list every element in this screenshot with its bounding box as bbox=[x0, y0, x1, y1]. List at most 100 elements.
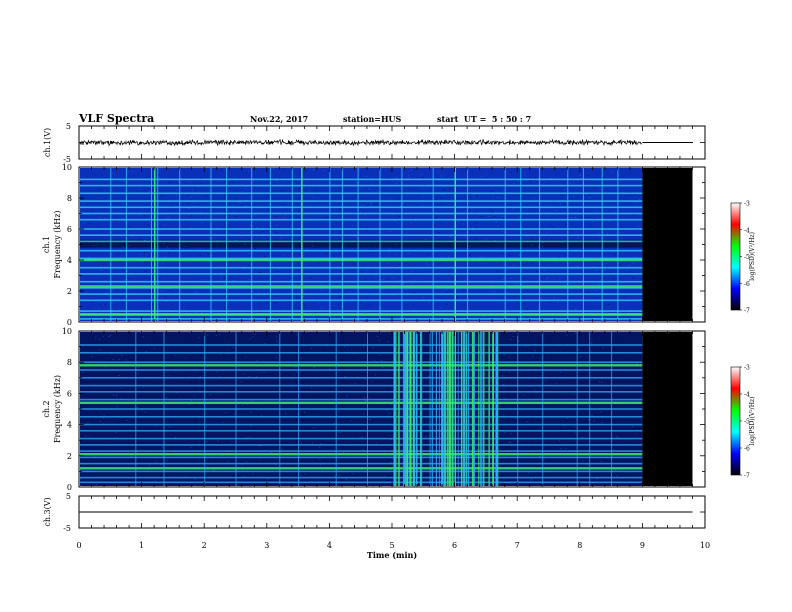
spectrum-speckle bbox=[338, 393, 340, 395]
spectrum-speckle bbox=[185, 476, 187, 477]
spectrum-speckle bbox=[462, 289, 464, 291]
spectrum-speckle bbox=[485, 173, 487, 175]
spectrum-speckle bbox=[442, 189, 445, 190]
spectrum-speckle bbox=[374, 204, 376, 206]
spectrum-speckle bbox=[236, 439, 238, 441]
spectrum-speckle bbox=[338, 474, 341, 476]
spectrum-speckle bbox=[515, 389, 517, 391]
spectrum-speckle bbox=[344, 202, 346, 204]
spectrum-speckle bbox=[569, 410, 571, 412]
ch2-spectrogram-ylabel-frequency: Frequency (kHz) bbox=[53, 375, 62, 443]
spectrum-speckle bbox=[122, 333, 124, 335]
spectrum-speckle bbox=[589, 197, 591, 198]
spectrum-speckle bbox=[93, 244, 95, 246]
spectrum-speckle bbox=[470, 332, 473, 334]
spectrum-speckle bbox=[400, 428, 402, 430]
spectrum-speckle bbox=[351, 225, 353, 226]
spectrum-speckle bbox=[197, 186, 199, 187]
spectrum-speckle bbox=[263, 301, 265, 303]
spectrum-speckle bbox=[135, 271, 137, 273]
spectrum-speckle bbox=[208, 347, 210, 349]
spectrum-speckle bbox=[272, 168, 275, 169]
spectrum-speckle bbox=[455, 225, 457, 227]
spectrum-speckle bbox=[127, 171, 129, 173]
spectrum-speckle bbox=[531, 479, 533, 480]
spectrum-speckle bbox=[542, 242, 544, 244]
spectrum-speckle bbox=[541, 298, 543, 299]
spectrum-speckle bbox=[88, 223, 91, 225]
spectrum-speckle bbox=[271, 233, 274, 234]
ch1-spectrogram-ytick-label: 0 bbox=[67, 318, 72, 327]
spectrum-speckle bbox=[121, 312, 123, 313]
spectrum-speckle bbox=[130, 277, 132, 279]
spectrum-speckle bbox=[298, 188, 300, 189]
spectrum-speckle bbox=[227, 461, 229, 462]
spectrum-speckle bbox=[392, 246, 394, 248]
spectrum-speckle bbox=[491, 191, 494, 192]
spectrum-speckle bbox=[440, 197, 442, 198]
spectrum-speckle bbox=[397, 197, 399, 199]
spectrum-speckle bbox=[603, 177, 605, 179]
spectrum-speckle bbox=[579, 393, 581, 395]
spectrum-speckle bbox=[284, 464, 286, 466]
sferic-line bbox=[379, 168, 381, 321]
spectrum-speckle bbox=[505, 356, 507, 357]
spectrum-speckle bbox=[158, 176, 160, 178]
spectrum-speckle bbox=[118, 422, 121, 424]
spectrum-speckle bbox=[535, 271, 537, 272]
spectrum-speckle bbox=[251, 367, 253, 369]
spectrum-speckle bbox=[558, 256, 560, 258]
spectrum-speckle bbox=[621, 413, 623, 415]
spectrum-speckle bbox=[468, 473, 471, 475]
spectrum-speckle bbox=[284, 214, 287, 216]
spectrum-speckle bbox=[383, 435, 386, 437]
spectrum-speckle bbox=[386, 462, 388, 464]
spectrum-speckle bbox=[419, 459, 421, 461]
spectrum-speckle bbox=[551, 284, 553, 286]
spectrum-speckle bbox=[163, 243, 165, 244]
spectrum-speckle bbox=[138, 372, 140, 374]
spectrum-speckle bbox=[248, 436, 251, 438]
spectrum-speckle bbox=[162, 272, 164, 274]
spectrum-speckle bbox=[276, 340, 278, 341]
spectrum-speckle bbox=[417, 393, 419, 395]
spectrum-speckle bbox=[145, 271, 147, 272]
spectrum-speckle bbox=[598, 357, 600, 358]
strong-sferic-line bbox=[448, 332, 450, 486]
spectrum-speckle bbox=[586, 217, 588, 219]
sferic-burst bbox=[442, 332, 444, 486]
spectrum-speckle bbox=[407, 253, 409, 254]
spectrum-speckle bbox=[589, 309, 592, 311]
sferic-burst bbox=[393, 332, 395, 486]
spectrum-speckle bbox=[169, 289, 171, 291]
spectrum-speckle bbox=[588, 237, 591, 239]
spectrum-speckle bbox=[507, 269, 509, 271]
spectrum-speckle bbox=[609, 404, 612, 406]
spectrum-speckle bbox=[565, 197, 567, 199]
spectrum-speckle bbox=[510, 339, 512, 340]
spectrum-speckle bbox=[615, 469, 617, 470]
spectrum-speckle bbox=[91, 302, 93, 303]
spectrum-speckle bbox=[233, 413, 235, 415]
spectrum-speckle bbox=[493, 291, 496, 292]
spectrum-speckle bbox=[594, 375, 596, 376]
spectrum-speckle bbox=[387, 292, 389, 294]
spectrum-speckle bbox=[351, 459, 353, 461]
emission-band bbox=[80, 218, 643, 221]
spectrum-speckle bbox=[220, 275, 222, 277]
spectrum-speckle bbox=[498, 397, 500, 399]
spectrum-speckle bbox=[475, 222, 477, 224]
spectrum-speckle bbox=[251, 400, 254, 402]
spectrum-speckle bbox=[107, 168, 109, 170]
spectrum-speckle bbox=[277, 272, 279, 274]
spectrum-speckle bbox=[469, 255, 471, 256]
spectrum-speckle bbox=[581, 437, 583, 438]
spectrum-speckle bbox=[452, 284, 454, 286]
spectrum-speckle bbox=[276, 225, 278, 227]
spectrum-speckle bbox=[529, 317, 531, 319]
spectrum-speckle bbox=[426, 262, 428, 264]
spectrum-speckle bbox=[174, 354, 176, 356]
spectrum-speckle bbox=[634, 202, 636, 203]
spectrum-speckle bbox=[199, 183, 201, 185]
spectrum-speckle bbox=[636, 418, 638, 420]
